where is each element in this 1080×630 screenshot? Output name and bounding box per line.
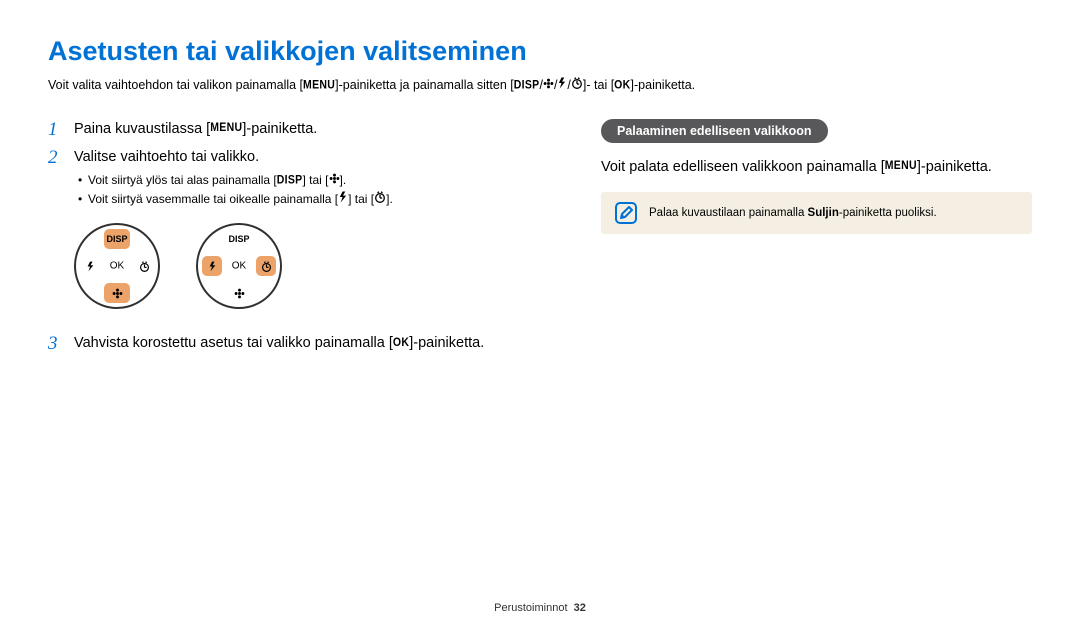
ok-label: OK	[614, 78, 630, 94]
text-part: ]-painiketta.	[917, 159, 992, 175]
page-title: Asetusten tai valikkojen valitseminen	[48, 36, 1032, 67]
footer-label: Perustoiminnot	[494, 602, 567, 614]
text-part: Voit palata edelliseen valikkoon painama…	[601, 159, 885, 175]
dial-horizontal: DISP OK	[196, 223, 282, 309]
note-text: Palaa kuvaustilaan painamalla Suljin-pai…	[649, 205, 937, 221]
dial-row: DISP OK DISP OK	[74, 223, 553, 309]
flower-icon	[543, 77, 554, 95]
intro-part: ]-painiketta.	[631, 78, 696, 92]
step-body: Vahvista korostettu asetus tai valikko p…	[74, 333, 553, 355]
step-body: Valitse vaihtoehto tai valikko.	[74, 147, 553, 169]
step-2: 2 Valitse vaihtoehto tai valikko.	[48, 147, 553, 169]
disp-label: DISP	[514, 78, 540, 94]
columns: 1 Paina kuvaustilassa [MENU]-painiketta.…	[48, 119, 1032, 362]
intro-part: Voit valita vaihtoehdon tai valikon pain…	[48, 78, 303, 92]
note-icon	[615, 202, 637, 224]
text-part: Voit siirtyä ylös tai alas painamalla [	[88, 173, 277, 187]
text-part: Palaa kuvaustilaan painamalla	[649, 207, 808, 219]
text-part: ]-painiketta.	[409, 335, 484, 351]
text-part: Voit siirtyä vasemmalle tai oikealle pai…	[88, 192, 338, 206]
subsection-pill: Palaaminen edelliseen valikkoon	[601, 119, 828, 143]
timer-icon	[571, 77, 583, 95]
dial-flower-button[interactable]	[104, 283, 130, 303]
step-body: Paina kuvaustilassa [MENU]-painiketta.	[74, 119, 553, 141]
disp-label: DISP	[277, 171, 303, 189]
dial-bolt-button[interactable]	[80, 256, 100, 276]
dial-timer-button[interactable]	[134, 256, 154, 276]
right-paragraph: Voit palata edelliseen valikkoon painama…	[601, 157, 1032, 179]
bullet-list: Voit siirtyä ylös tai alas painamalla [D…	[78, 171, 553, 210]
timer-icon	[374, 190, 386, 209]
list-item: Voit siirtyä vasemmalle tai oikealle pai…	[78, 190, 553, 209]
dial-disp-button[interactable]: DISP	[104, 229, 130, 249]
note-box: Palaa kuvaustilaan painamalla Suljin-pai…	[601, 192, 1032, 234]
intro-part: ]- tai [	[583, 78, 614, 92]
page-number: 32	[574, 602, 586, 614]
dial-ok-label: OK	[110, 261, 124, 272]
step-number: 3	[48, 333, 74, 355]
ok-label: OK	[393, 335, 409, 352]
menu-label: MENU	[303, 78, 335, 94]
dial-flower-button[interactable]	[226, 283, 252, 303]
text-part: ].	[386, 192, 393, 206]
text-part: Paina kuvaustilassa [	[74, 121, 210, 137]
bolt-icon	[557, 77, 567, 95]
intro-part: ]-painiketta ja painamalla sitten [	[335, 78, 514, 92]
dial-timer-button[interactable]	[256, 256, 276, 276]
step-number: 1	[48, 119, 74, 141]
dial-ok-label: OK	[232, 261, 246, 272]
text-part: ]-painiketta.	[242, 121, 317, 137]
left-column: 1 Paina kuvaustilassa [MENU]-painiketta.…	[48, 119, 553, 362]
dial-vertical: DISP OK	[74, 223, 160, 309]
dial-bolt-button[interactable]	[202, 256, 222, 276]
text-part: ] tai [	[302, 173, 328, 187]
dial-disp-button[interactable]: DISP	[226, 229, 252, 249]
text-part: -painiketta puoliksi.	[839, 207, 937, 219]
intro-text: Voit valita vaihtoehdon tai valikon pain…	[48, 77, 1032, 95]
step-1: 1 Paina kuvaustilassa [MENU]-painiketta.	[48, 119, 553, 141]
footer: Perustoiminnot 32	[0, 602, 1080, 614]
list-item: Voit siirtyä ylös tai alas painamalla [D…	[78, 171, 553, 190]
text-part: ].	[340, 173, 347, 187]
right-column: Palaaminen edelliseen valikkoon Voit pal…	[601, 119, 1032, 362]
text-part: ] tai [	[348, 192, 374, 206]
menu-label: MENU	[210, 120, 242, 137]
menu-label: MENU	[885, 158, 917, 175]
flower-icon	[329, 171, 340, 190]
step-number: 2	[48, 147, 74, 169]
note-bold: Suljin	[808, 207, 839, 219]
bolt-icon	[338, 190, 348, 209]
step-3: 3 Vahvista korostettu asetus tai valikko…	[48, 333, 553, 355]
text-part: Vahvista korostettu asetus tai valikko p…	[74, 335, 393, 351]
